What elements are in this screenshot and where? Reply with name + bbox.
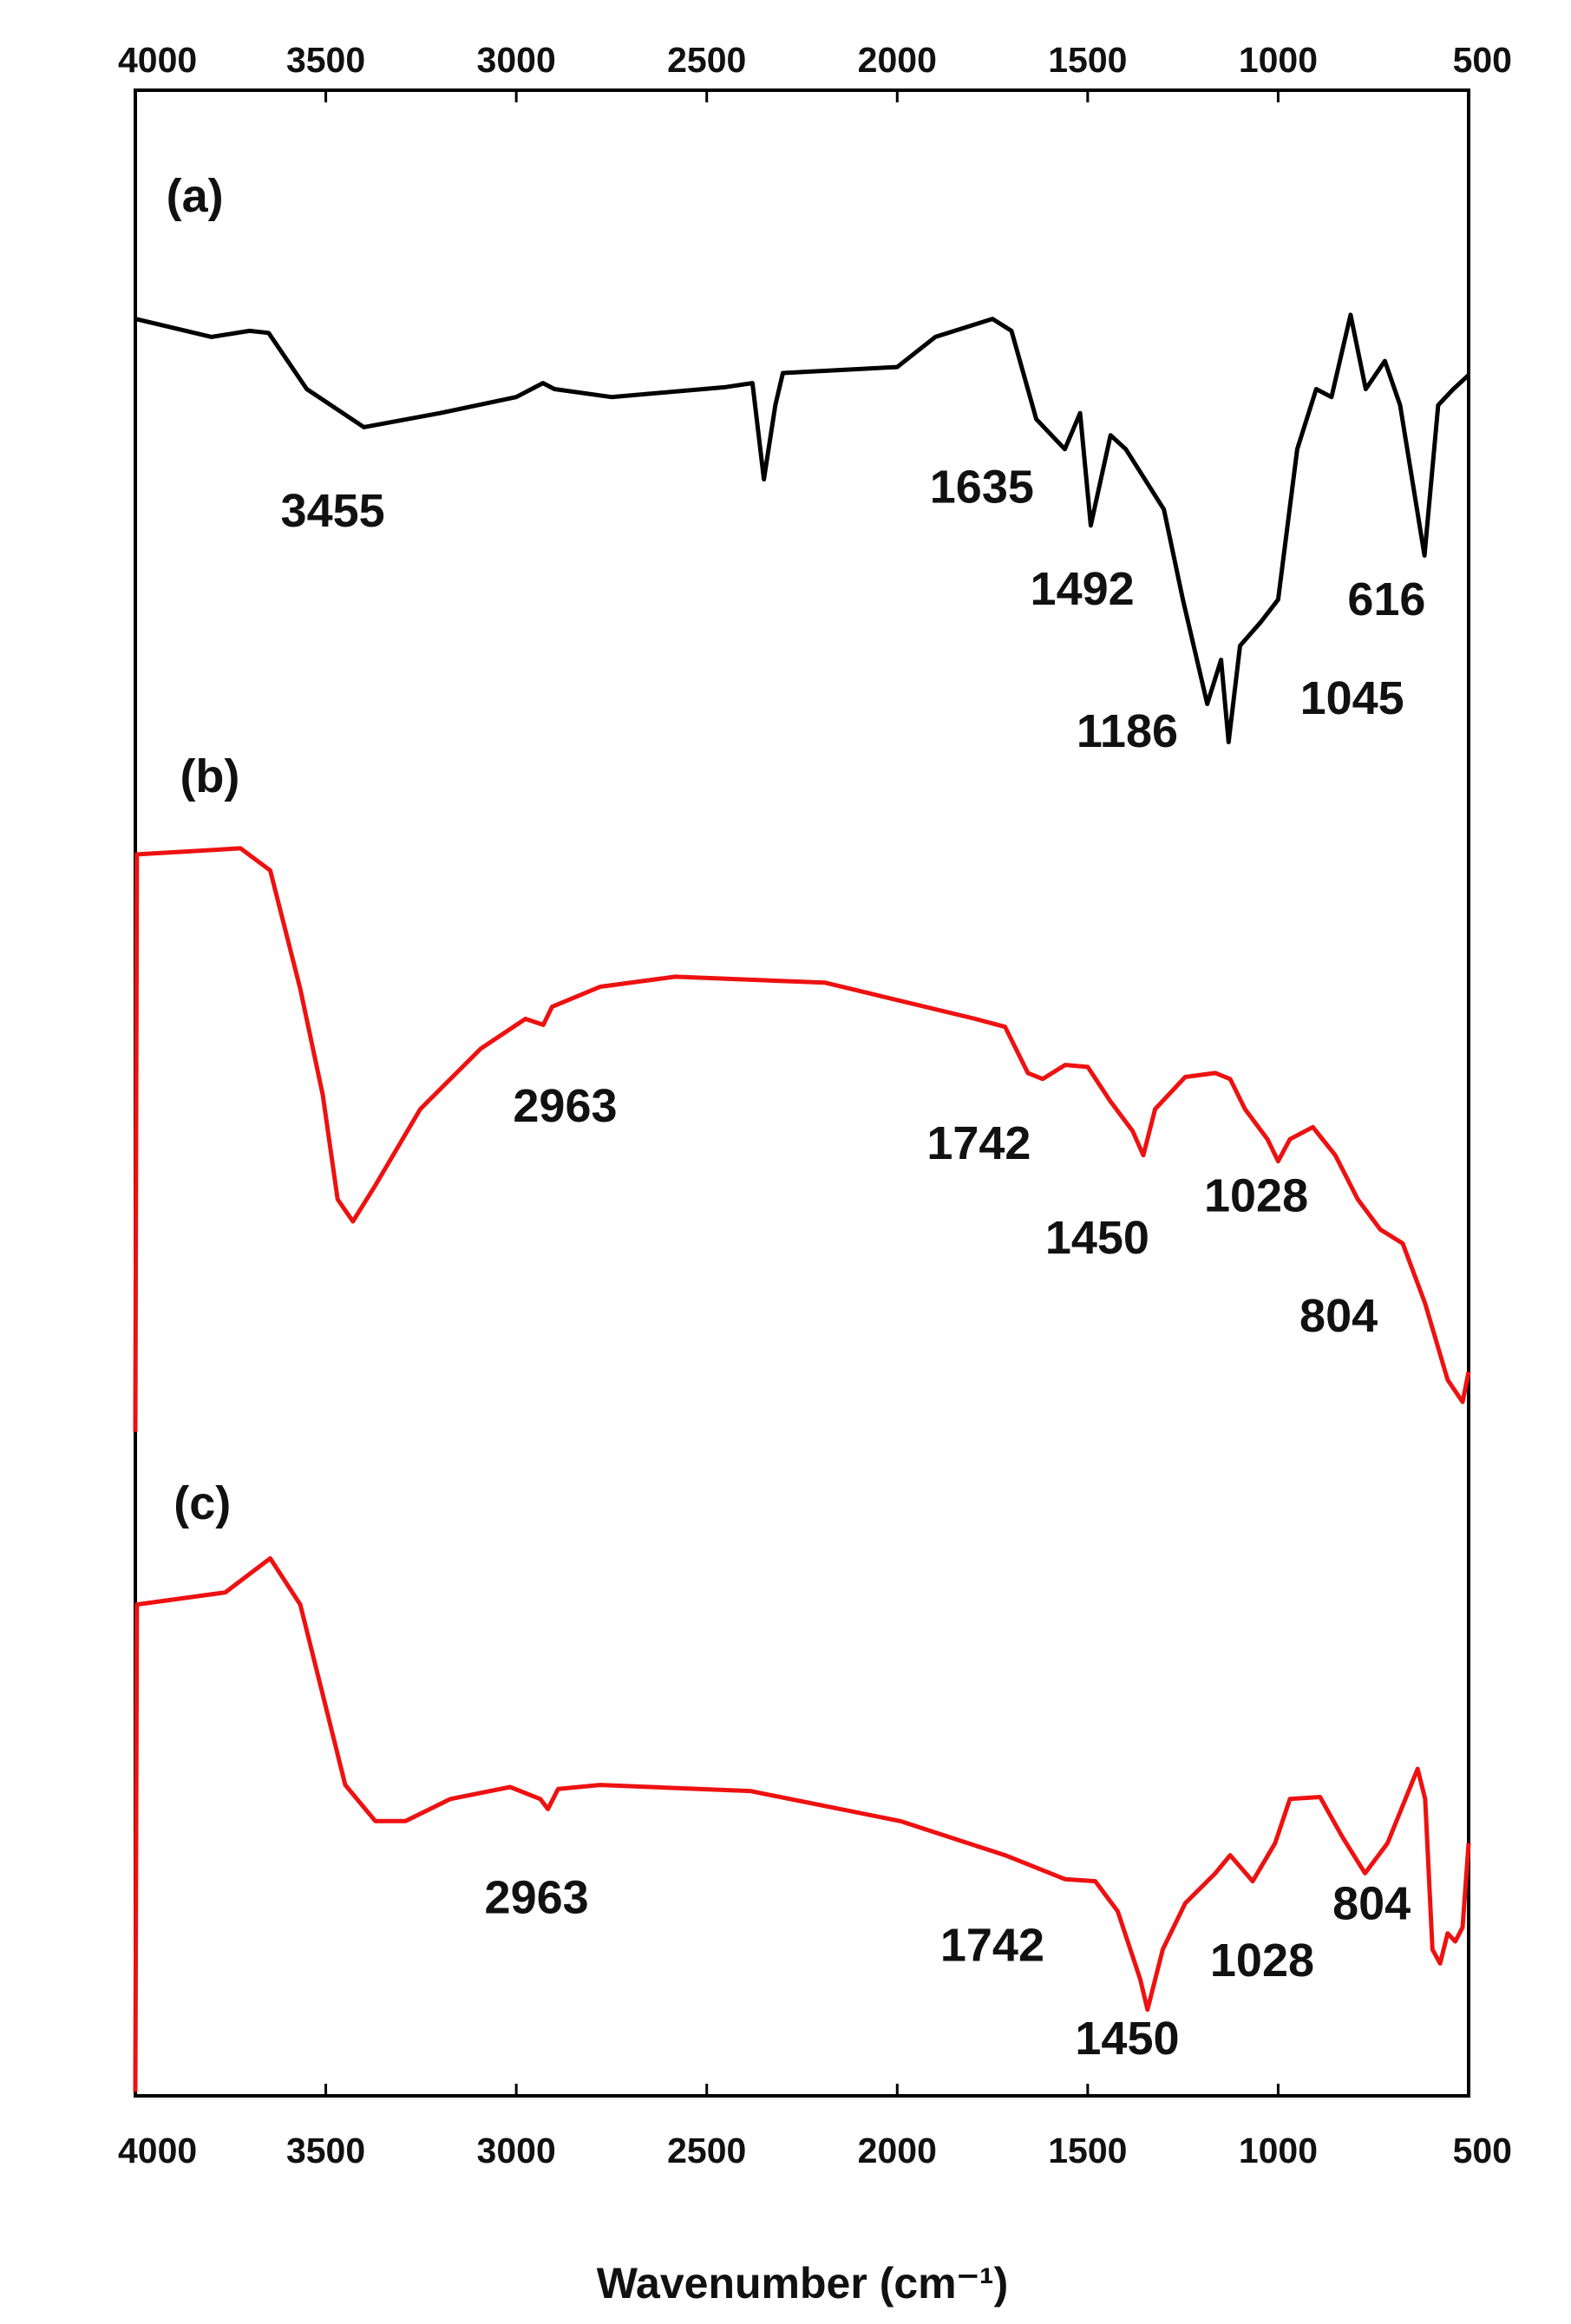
x-tick-label: 2000 — [858, 2131, 937, 2170]
spectrum-line — [133, 846, 1471, 1432]
x-tick-label: 500 — [1453, 2131, 1512, 2170]
peak-label: 1045 — [1300, 672, 1404, 724]
x-tick-label: 4000 — [118, 2131, 197, 2170]
peak-label: 3455 — [281, 485, 385, 537]
peak-label: 1635 — [930, 461, 1034, 513]
x-tick-label-top: 1500 — [1048, 40, 1127, 80]
peak-label: 1450 — [1075, 2013, 1179, 2065]
peak-label: 1028 — [1210, 1934, 1314, 1987]
peak-label: 2963 — [485, 1871, 589, 1923]
x-tick-label-top: 2500 — [667, 40, 746, 80]
peak-label: 1450 — [1045, 1212, 1149, 1264]
peak-label: 1028 — [1204, 1170, 1308, 1222]
plot-frame — [134, 88, 1470, 2098]
peak-label: 804 — [1299, 1290, 1378, 1342]
spectrum-line — [133, 1555, 1471, 2092]
x-tick-label-top: 1000 — [1239, 40, 1318, 80]
peak-label: 804 — [1332, 1877, 1411, 1929]
x-tick-label-top: 3000 — [477, 40, 556, 80]
peak-label: 616 — [1347, 573, 1425, 625]
peak-label: 1186 — [1077, 705, 1178, 757]
x-tick-label: 1000 — [1239, 2131, 1318, 2170]
x-tick-label: 1500 — [1048, 2131, 1127, 2170]
x-tick-label: 3500 — [286, 2131, 365, 2170]
x-axis-title: Wavenumber (cm⁻¹) — [597, 2259, 1009, 2308]
x-tick-label-top: 2000 — [858, 40, 937, 80]
panel-label: (a) — [167, 170, 224, 222]
spectrum-line — [134, 312, 1470, 744]
peak-label: 2963 — [513, 1080, 617, 1132]
peak-label: 1742 — [940, 1920, 1044, 1972]
x-tick-label: 3000 — [477, 2131, 556, 2170]
peak-label: 1492 — [1031, 563, 1135, 615]
panel-label: (c) — [173, 1477, 231, 1529]
x-tick-label-top: 500 — [1453, 40, 1512, 80]
x-tick-label-top: 4000 — [118, 40, 197, 80]
panel-label: (b) — [180, 750, 239, 802]
x-tick-label: 2500 — [667, 2131, 746, 2170]
peak-label: 1742 — [926, 1117, 1031, 1169]
x-tick-label-top: 3500 — [286, 40, 365, 80]
